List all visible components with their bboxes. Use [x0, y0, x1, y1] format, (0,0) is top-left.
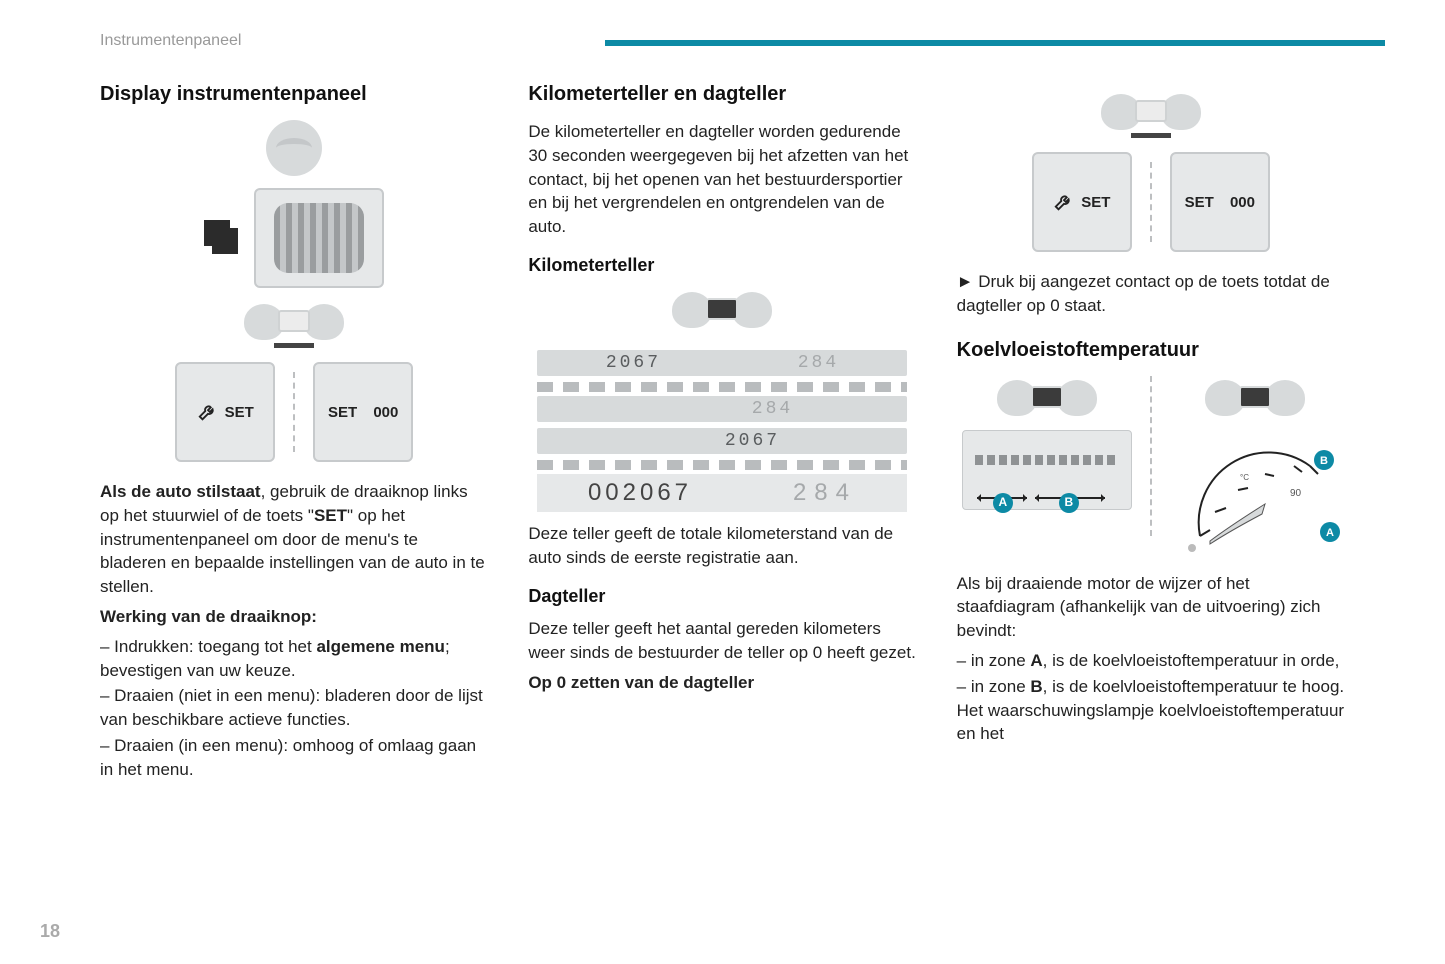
text: – in zone — [957, 651, 1031, 670]
svg-text:A: A — [1326, 527, 1334, 539]
odo-val: 2067 — [725, 429, 780, 454]
wrench-icon — [1053, 191, 1075, 213]
text: – Indrukken: toegang tot het — [100, 637, 316, 656]
col2-title: Kilometerteller en dagteller — [528, 80, 916, 108]
reset-instruction: ► Druk bij aangezet contact op de toets … — [957, 270, 1345, 318]
cluster-icon — [1101, 90, 1201, 134]
set-buttons-row-1: SET SET 000 — [100, 362, 488, 462]
odo-val-dim: 284 — [752, 397, 793, 422]
separator — [1150, 162, 1152, 242]
li-turn-in: – Draaien (in een menu): omhoog of omlaa… — [100, 734, 488, 782]
set-label: SET — [225, 402, 254, 423]
cluster-icon — [1205, 376, 1305, 420]
set-value: 000 — [1230, 192, 1255, 213]
set-value: 000 — [373, 402, 398, 423]
p-km: Deze teller geeft de totale kilometersta… — [528, 522, 916, 570]
col1-p1: Als de auto stilstaat, gebruik de draaik… — [100, 480, 488, 599]
column-1: Display instrumentenpaneel SET — [100, 80, 488, 784]
separator — [1150, 376, 1152, 536]
bold-phrase: A — [1030, 651, 1042, 670]
accent-bar — [605, 40, 1385, 46]
col2-intro: De kilometerteller en dagteller worden g… — [528, 120, 916, 239]
bold-phrase: B — [1030, 677, 1042, 696]
odo-val: 2067 — [606, 351, 661, 376]
svg-text:90: 90 — [1290, 488, 1302, 499]
cluster-icon — [997, 376, 1097, 420]
set-buttons-row-2: SET SET 000 — [957, 152, 1345, 252]
zone-b-badge: B — [1059, 493, 1079, 513]
coolant-gauge: 90 °C B A — [1170, 426, 1340, 556]
bold-phrase: algemene menu — [316, 637, 445, 656]
bold-phrase: Op 0 zetten van de dagteller — [528, 673, 754, 692]
display-figure — [204, 120, 384, 344]
page-number: 18 — [40, 919, 60, 944]
p-dag: Deze teller geeft het aantal gereden kil… — [528, 617, 916, 665]
col1-p2: Werking van de draaiknop: — [100, 605, 488, 629]
col1-title: Display instrumentenpaneel — [100, 80, 488, 108]
separator — [293, 372, 295, 452]
cluster-icon — [672, 288, 772, 332]
coolant-intro: Als bij draaiende motor de wijzer of het… — [957, 572, 1345, 643]
set-label: SET — [1185, 192, 1214, 213]
h-coolant: Koelvloeistoftemperatuur — [957, 336, 1345, 364]
set-button-zero: SET 000 — [1170, 152, 1270, 252]
set-label: SET — [1081, 192, 1110, 213]
column-3: SET SET 000 ► Druk bij aangezet contact … — [957, 80, 1345, 784]
bold-set: SET — [314, 506, 347, 525]
coolant-bar-graph: A B — [962, 430, 1132, 510]
coolant-figure: A B — [957, 376, 1345, 556]
odo-val-dim: 284 — [798, 351, 839, 376]
text: – in zone — [957, 677, 1031, 696]
odometer-figure: 2067 284 284 2067 002067 284 — [537, 350, 907, 512]
odo-trip: 284 — [793, 476, 857, 510]
control-knob-icon — [254, 188, 384, 288]
wrench-icon — [197, 401, 219, 423]
section-header: Instrumentenpaneel — [100, 32, 241, 49]
column-2: Kilometerteller en dagteller De kilomete… — [528, 80, 916, 784]
h-km: Kilometerteller — [528, 253, 916, 278]
h-reset: Op 0 zetten van de dagteller — [528, 671, 916, 695]
zone-b-desc: – in zone B, is de koelvloeistoftemperat… — [957, 675, 1345, 746]
h-dag: Dagteller — [528, 584, 916, 609]
set-label: SET — [328, 402, 357, 423]
bold-phrase: Werking van de draaiknop: — [100, 607, 317, 626]
bold-phrase: Als de auto stilstaat — [100, 482, 261, 501]
svg-text:°C: °C — [1240, 473, 1249, 482]
set-button-zero: SET 000 — [313, 362, 413, 462]
zone-a-badge: A — [993, 493, 1013, 513]
odo-total: 002067 — [588, 476, 692, 510]
set-button-service: SET — [175, 362, 275, 462]
cluster-icon — [244, 300, 344, 344]
steering-wheel-icon — [266, 120, 322, 176]
li-turn-out: – Draaien (niet in een menu): bladeren d… — [100, 684, 488, 732]
text: , is de koelvloeistoftemperatuur in orde… — [1043, 651, 1340, 670]
zone-a-desc: – in zone A, is de koelvloeistoftemperat… — [957, 649, 1345, 673]
copy-icon — [204, 220, 240, 256]
li-press: – Indrukken: toegang tot het algemene me… — [100, 635, 488, 683]
svg-text:B: B — [1320, 455, 1328, 467]
set-button-service: SET — [1032, 152, 1132, 252]
